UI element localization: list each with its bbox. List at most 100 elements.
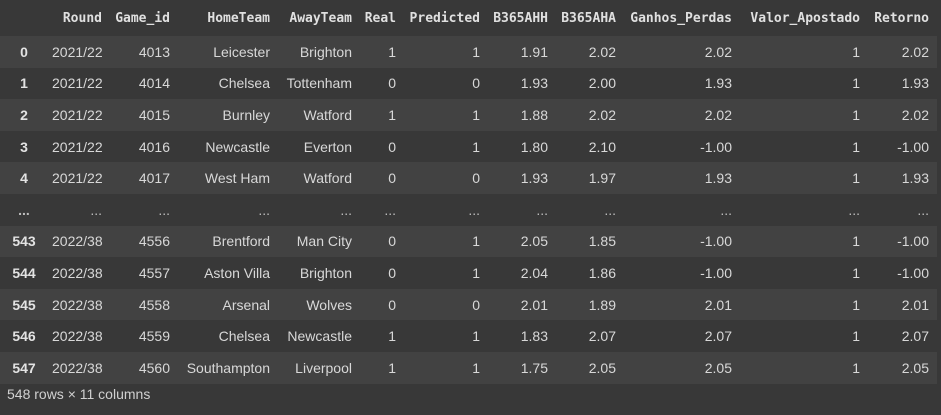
ellipsis-row: .................................... (0, 193, 937, 226)
table-cell: 2022/38 (52, 359, 103, 376)
table-cell: 4556 (138, 233, 170, 250)
row-index: ... (18, 201, 30, 218)
table-row: 546 2022/38 4559 Chelsea Newcastle 1 1 1.83 2.07… (0, 320, 937, 352)
table-cell: Tottenham (286, 75, 352, 92)
table-cell: Southampton (186, 359, 270, 376)
table-cell: 1.93 (901, 75, 929, 92)
table-cell: 1 (388, 359, 396, 376)
table-cell: ... (158, 201, 170, 218)
dataframe-shape: 548 rows × 11 columns (7, 386, 151, 402)
table-cell: 1.93 (901, 170, 929, 187)
table-cell: 2022/38 (52, 233, 103, 250)
row-index: 547 (12, 359, 36, 376)
table-cell: 1 (472, 233, 480, 250)
column-header: B365AHH (488, 0, 556, 36)
table-cell: ... (258, 201, 270, 218)
table-cell: 0 (388, 170, 396, 187)
table-cell: 1 (388, 43, 396, 60)
table-cell: ... (340, 201, 352, 218)
table-cell: 1 (852, 296, 860, 313)
table-cell: 1 (852, 264, 860, 281)
table-cell: 2.07 (588, 328, 616, 345)
table-cell: Watford (303, 106, 353, 123)
header-row: Round Game_id HomeTeam AwayTeam Real Predicte… (0, 0, 937, 36)
table-cell: 4017 (138, 170, 170, 187)
table-cell: 2.05 (588, 359, 616, 376)
table-cell: 2022/38 (52, 328, 103, 345)
table-cell: 2021/22 (52, 43, 103, 60)
table-cell: 2021/22 (52, 138, 103, 155)
table-cell: 1 (852, 233, 860, 250)
table-cell: Watford (303, 170, 353, 187)
column-header: Ganhos_Perdas (624, 0, 740, 36)
table-cell: ... (90, 201, 102, 218)
table-cell: 1 (852, 138, 860, 155)
table-cell: 1 (472, 43, 480, 60)
table-cell: 1.83 (520, 328, 548, 345)
table-cell: Burnley (222, 106, 270, 123)
table-cell: 1 (852, 43, 860, 60)
table-cell: ... (848, 201, 860, 218)
table-cell: -1.00 (700, 138, 732, 155)
table-cell: 0 (472, 296, 480, 313)
table-cell: Chelsea (218, 328, 270, 345)
table-row: 4 2021/22 4017 West Ham Watford 0 0 1.93 1.97 1.9… (0, 162, 937, 194)
table-cell: 4014 (138, 75, 170, 92)
table-cell: 2.02 (588, 43, 616, 60)
table-cell: 2.02 (901, 106, 929, 123)
table-cell: 1.88 (520, 106, 548, 123)
table-cell: 0 (472, 75, 480, 92)
table-cell: 1 (852, 328, 860, 345)
column-header: Game_id (110, 0, 178, 36)
table-cell: 1.93 (520, 170, 548, 187)
table-cell: Leicester (213, 43, 270, 60)
table-cell: -1.00 (700, 264, 732, 281)
row-index: 1 (20, 75, 28, 92)
table-cell: 0 (388, 296, 396, 313)
table-cell: 4016 (138, 138, 170, 155)
table-cell: Everton (303, 138, 352, 155)
table-cell: 2021/22 (52, 170, 103, 187)
table-cell: 1 (852, 75, 860, 92)
table-cell: 2021/22 (52, 75, 103, 92)
table-cell: Brighton (299, 264, 352, 281)
table-cell: Chelsea (218, 75, 270, 92)
table-cell: 2021/22 (52, 106, 103, 123)
table-cell: 1 (472, 328, 480, 345)
row-index: 3 (20, 138, 28, 155)
table-row: 2 2021/22 4015 Burnley Watford 1 1 1.88 2.02 2.02… (0, 99, 937, 131)
table-cell: 2.02 (588, 106, 616, 123)
table-cell: 4015 (138, 106, 170, 123)
table-cell: ... (917, 201, 929, 218)
table-cell: 4559 (138, 328, 170, 345)
table-cell: 1.93 (520, 75, 548, 92)
column-header: Round (48, 0, 110, 36)
table-row: 1 2021/22 4014 Chelsea Tottenham 0 0 1.93 2.00 1.… (0, 67, 937, 100)
table-cell: 2022/38 (52, 296, 103, 313)
column-header: B365AHA (556, 0, 624, 36)
table-cell: 1.97 (588, 170, 616, 187)
table-cell: 1 (472, 264, 480, 281)
table-cell: 4558 (138, 296, 170, 313)
table-cell: 1.93 (704, 75, 732, 92)
table-cell: 4560 (138, 359, 170, 376)
table-cell: Newcastle (205, 138, 270, 155)
table-cell: 0 (388, 264, 396, 281)
column-header: Valor_Apostado (740, 0, 868, 36)
table-cell: 2.02 (704, 43, 732, 60)
row-index: 543 (12, 233, 36, 250)
column-header: HomeTeam (178, 0, 278, 36)
table-cell: Brentford (212, 233, 270, 250)
row-index: 545 (12, 296, 36, 313)
table-cell: 2.05 (520, 233, 548, 250)
table-cell: West Ham (204, 170, 270, 187)
table-row: 3 2021/22 4016 Newcastle Everton 0 1 1.80 2.10 -1… (0, 130, 937, 163)
row-index: 0 (20, 43, 28, 60)
table-cell: 0 (388, 233, 396, 250)
table-cell: Wolves (306, 296, 352, 313)
table-cell: 2.07 (704, 328, 732, 345)
table-cell: 2.10 (588, 138, 616, 155)
index-header (0, 0, 48, 36)
table-cell: 4557 (138, 264, 170, 281)
